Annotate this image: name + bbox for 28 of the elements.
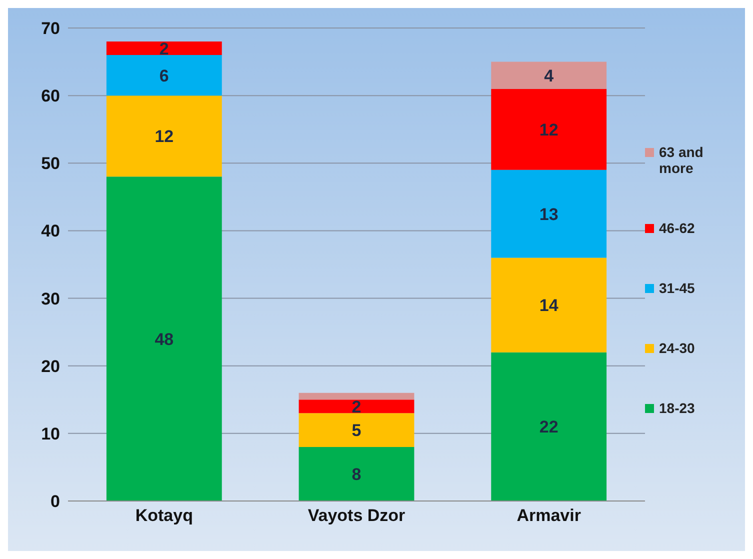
data-label: 22 — [539, 418, 558, 437]
data-label: 12 — [154, 127, 174, 146]
y-tick-label: 50 — [41, 154, 60, 174]
x-tick-label: Armavir — [516, 506, 582, 526]
y-tick-label: 60 — [41, 86, 60, 106]
data-label: 8 — [352, 464, 362, 484]
data-label: 14 — [539, 296, 559, 316]
y-tick-label: 0 — [50, 492, 60, 512]
y-tick-label: 40 — [41, 222, 60, 241]
y-tick-label: 10 — [41, 424, 60, 444]
legend-label: 63 and more — [659, 144, 704, 176]
y-tick-label: 30 — [41, 289, 60, 308]
x-tick-label: Vayots Dzor — [308, 506, 406, 526]
legend-label: 31-45 — [659, 280, 695, 296]
data-label: 12 — [539, 120, 558, 140]
data-label: 6 — [159, 66, 169, 86]
y-tick-label: 20 — [41, 356, 60, 376]
legend-label: 18-23 — [659, 400, 695, 416]
y-tick-label: 70 — [41, 19, 60, 38]
data-label: 13 — [539, 204, 558, 224]
data-label: 2 — [159, 39, 169, 58]
data-label: 2 — [352, 397, 362, 416]
x-tick-label: Kotayq — [135, 506, 193, 526]
data-label: 4 — [544, 66, 554, 86]
data-label: 5 — [352, 421, 362, 440]
legend-label: 46-62 — [659, 220, 695, 236]
legend-label: 24-30 — [659, 340, 695, 356]
data-label: 48 — [154, 330, 174, 349]
